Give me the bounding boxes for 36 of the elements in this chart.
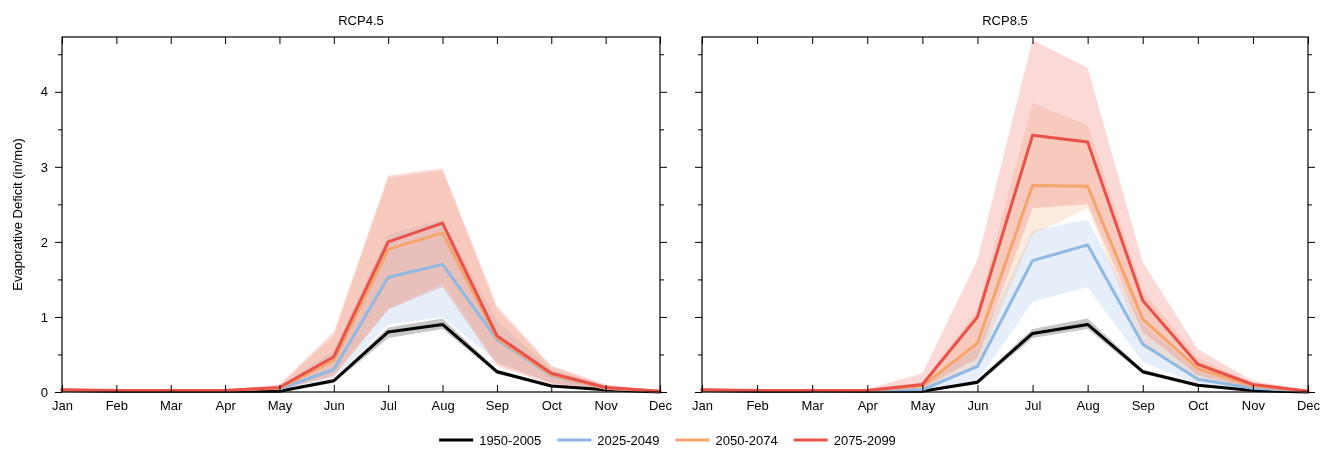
legend-label: 2025-2049 [597, 433, 660, 448]
legend-label: 2075-2099 [833, 433, 896, 448]
y-axis-title: Evaporative Deficit (in/mo) [10, 138, 25, 291]
chart-title: RCP8.5 [982, 13, 1028, 28]
x-tick-label: Dec [648, 398, 673, 414]
x-tick-label: Jul [380, 398, 398, 414]
x-tick-label: Jun [967, 398, 989, 414]
x-tick-label: Oct [541, 398, 563, 414]
y-tick-label: 0 [40, 384, 48, 400]
x-tick-label: Aug [431, 398, 455, 414]
y-tick-label: 1 [40, 309, 48, 325]
legend-label: 1950-2005 [479, 433, 542, 448]
x-tick-label: Apr [215, 398, 237, 414]
x-tick-label: Aug [1076, 398, 1100, 414]
x-tick-label: Sep [485, 398, 509, 414]
x-tick-label: Jul [1024, 398, 1042, 414]
x-tick-label: Jan [52, 398, 73, 414]
x-tick-label: May [910, 398, 936, 414]
x-tick-label: Oct [1188, 398, 1209, 414]
x-tick-label: Nov [1241, 398, 1266, 414]
chart-title: RCP4.5 [338, 13, 384, 28]
y-tick-label: 2 [40, 234, 48, 250]
x-tick-label: Apr [857, 398, 879, 414]
x-tick-label: Mar [160, 398, 184, 414]
legend-label: 2050-2074 [715, 433, 778, 448]
x-tick-label: Feb [105, 398, 129, 414]
x-tick-label: Dec [1296, 398, 1321, 414]
x-tick-label: Jun [323, 398, 345, 414]
y-tick-label: 4 [40, 84, 48, 100]
x-tick-label: Mar [801, 398, 825, 414]
x-tick-label: May [267, 398, 293, 414]
x-tick-label: Nov [594, 398, 619, 414]
x-tick-label: Jan [692, 398, 713, 414]
x-tick-label: Feb [746, 398, 769, 414]
y-tick-label: 3 [40, 159, 48, 175]
x-tick-label: Sep [1131, 398, 1155, 414]
